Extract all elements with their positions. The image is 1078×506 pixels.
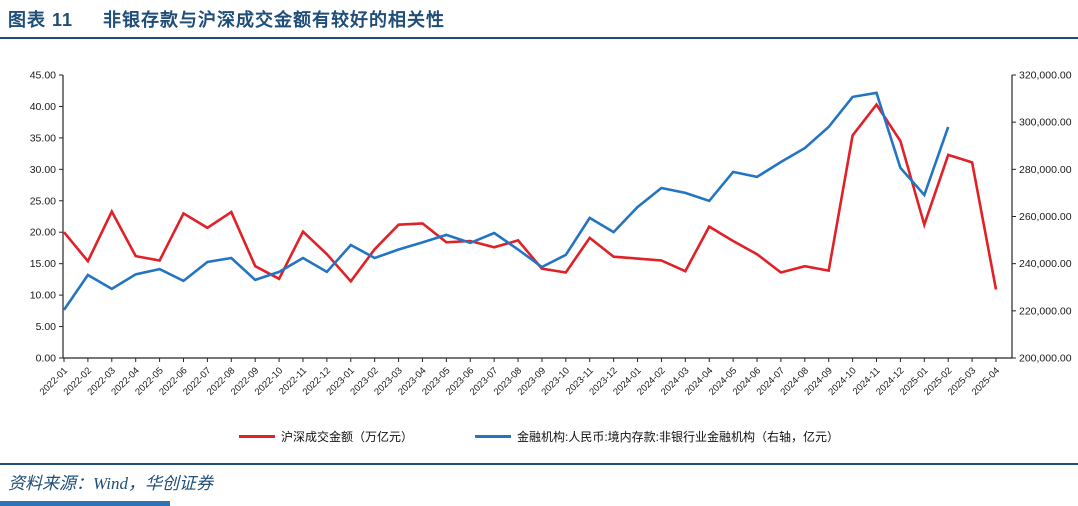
- right-tick-label: 200,000.00: [1019, 353, 1072, 365]
- legend-item-red: 沪深成交金额（万亿元）: [238, 428, 413, 445]
- left-tick-label: 25.00: [30, 195, 56, 207]
- right-tick-label: 240,000.00: [1019, 258, 1072, 270]
- right-tick-label: 320,000.00: [1019, 70, 1072, 82]
- left-tick-label: 10.00: [30, 290, 56, 302]
- figure-title-row: 图表 11 非银存款与沪深成交金额有较好的相关性: [8, 6, 1070, 32]
- left-tick-label: 20.00: [30, 227, 56, 239]
- left-tick-label: 45.00: [30, 70, 56, 82]
- chart-legend: 沪深成交金额（万亿元） 金融机构:人民币:境内存款:非银行业金融机构（右轴，亿元…: [0, 428, 1078, 445]
- legend-label-blue: 金融机构:人民币:境内存款:非银行业金融机构（右轴，亿元）: [517, 430, 840, 444]
- left-tick-label: 30.00: [30, 164, 56, 176]
- series-line-blue: [62, 91, 950, 311]
- next-figure-partial-bar: [0, 501, 170, 506]
- source-divider: [0, 463, 1078, 465]
- left-tick-label: 15.00: [30, 258, 56, 270]
- blue-line-swatch: [475, 435, 511, 438]
- left-tick-label: 40.00: [30, 101, 56, 113]
- left-tick-label: 0.00: [36, 353, 57, 365]
- right-tick-label: 280,000.00: [1019, 164, 1072, 176]
- right-tick-label: 220,000.00: [1019, 305, 1072, 317]
- chart-area: 0.00 5.00 10.00 15.00 20.00 25.00 30.00 35.00 40…: [0, 44, 1078, 426]
- right-tick-label: 300,000.00: [1019, 117, 1072, 129]
- source-text: 资料来源：Wind，华创证券: [8, 474, 213, 493]
- right-tick-label: 260,000.00: [1019, 211, 1072, 223]
- figure-title: 非银存款与沪深成交金额有较好的相关性: [103, 10, 446, 30]
- legend-item-blue: 金融机构:人民币:境内存款:非银行业金融机构（右轴，亿元）: [475, 428, 839, 445]
- left-tick-label: 35.00: [30, 132, 56, 144]
- line-chart: 0.00 5.00 10.00 15.00 20.00 25.00 30.00 35.00 40…: [30, 70, 1072, 398]
- left-tick-label: 5.00: [36, 321, 57, 333]
- legend-label-red: 沪深成交金额（万亿元）: [280, 430, 413, 444]
- series-line-red: [62, 102, 998, 290]
- figure-number-label: 图表 11: [8, 10, 74, 30]
- red-line-swatch: [238, 435, 275, 438]
- title-divider: [0, 37, 1078, 39]
